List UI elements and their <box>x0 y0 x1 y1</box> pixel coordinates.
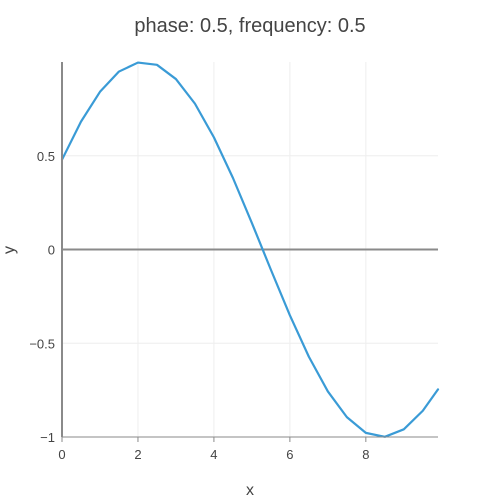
x-tick-labels: 0 2 4 6 8 <box>58 447 369 462</box>
y-tick-label: −0.5 <box>29 336 55 351</box>
x-tick-label: 8 <box>362 447 369 462</box>
y-tick-label: 0 <box>48 243 55 258</box>
x-tick-label: 4 <box>210 447 217 462</box>
y-tick-label: 0.5 <box>37 149 55 164</box>
x-tick-label: 0 <box>58 447 65 462</box>
series-line <box>60 61 440 438</box>
y-axis-title: y <box>1 246 18 254</box>
x-axis-title: x <box>246 482 254 499</box>
y-tick-label: −1 <box>40 430 55 445</box>
x-tick-label: 2 <box>134 447 141 462</box>
chart-title: phase: 0.5, frequency: 0.5 <box>134 15 365 37</box>
y-tick-labels: −1 −0.5 0 0.5 <box>29 149 55 445</box>
series-group <box>60 61 440 438</box>
x-tick-label: 6 <box>286 447 293 462</box>
axes <box>61 62 438 442</box>
